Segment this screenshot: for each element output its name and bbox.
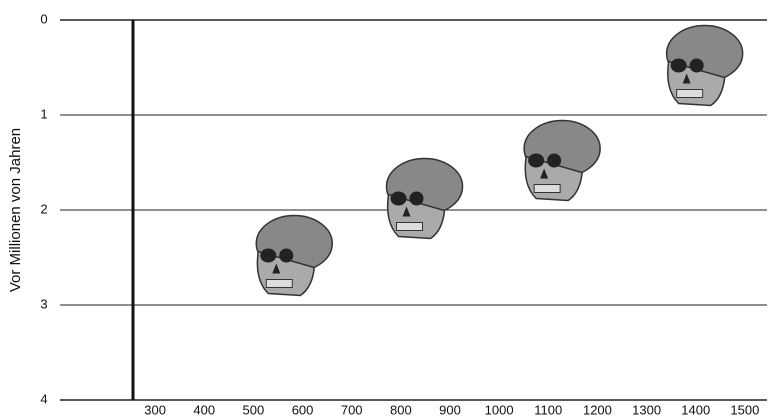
skull-eye [391,192,407,206]
skull-eye [547,154,561,168]
y-axis-label: Vor Millionen von Jahren [7,128,24,292]
skull-teeth [266,280,292,288]
skull-eye [410,192,424,206]
x-tick-label: 400 [193,402,215,417]
x-tick-label: 600 [292,402,314,417]
x-tick-label: 300 [144,402,166,417]
skull-eye [528,154,544,168]
chart: Vor Millionen von Jahren 0 1 2 3 4 300 400 500 6… [0,0,769,420]
skull-eye [690,59,704,73]
skull-eye [671,59,687,73]
y-tick-label: 1 [40,106,47,121]
skull-marker [667,26,743,106]
x-tick-label: 1000 [485,402,514,417]
y-tick-label: 0 [40,11,47,26]
x-tick-label: 700 [341,402,363,417]
y-tick-label: 4 [40,391,47,406]
y-tick-label: 3 [40,296,47,311]
x-tick-label: 1100 [534,402,562,417]
x-tick-label: 500 [243,402,265,417]
x-tick-label: 1200 [583,402,612,417]
skull-eye [260,249,276,263]
y-tick-label: 2 [40,201,47,216]
skull-teeth [397,223,423,231]
x-tick-label: 800 [390,402,412,417]
x-tick-label: 1500 [730,402,759,417]
skull-teeth [534,185,560,193]
skull-marker [387,159,463,239]
x-tick-label: 1400 [681,402,710,417]
x-tick-label: 900 [439,402,461,417]
x-tick-label: 1300 [632,402,661,417]
skull-marker [524,121,600,201]
skull-eye [279,249,293,263]
skull-marker [256,216,332,296]
skull-teeth [677,90,703,98]
